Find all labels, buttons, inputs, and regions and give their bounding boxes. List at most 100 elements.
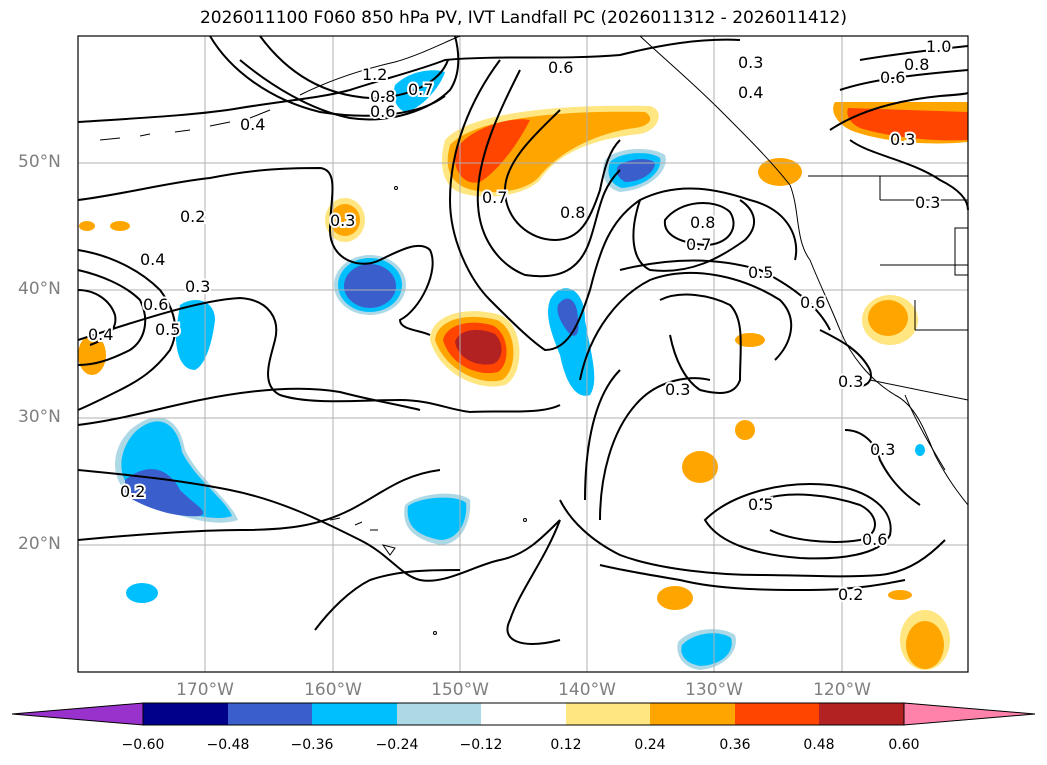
contour-label: 0.7: [482, 188, 507, 207]
colorbar-bin: [312, 703, 397, 725]
contour-label: 0.7: [686, 235, 711, 254]
small-island-3: [523, 518, 527, 522]
lon-label-170w: 170°W: [176, 680, 234, 700]
colorbar-tick: −0.48: [206, 737, 250, 753]
contour-label: 0.4: [738, 83, 763, 102]
colorbar-tick: 0.12: [550, 737, 582, 753]
lon-label-140w: 140°W: [558, 680, 616, 700]
pos-blob-gulf-strong: [454, 119, 530, 183]
colorbar-bin: [143, 703, 228, 725]
contour-label: 0.8: [904, 55, 929, 74]
neg-blob-vertical-strong: [557, 298, 579, 336]
pv-contours: [77, 35, 969, 645]
contour-label: 0.8: [690, 213, 715, 232]
colorbar-bin: [566, 703, 650, 725]
colorbar-tick: −0.60: [121, 737, 165, 753]
baja-coast: [904, 394, 946, 471]
contour-label: 0.3: [330, 211, 355, 230]
us-west-coast: [789, 184, 969, 506]
negative-anomaly-shading: [115, 70, 925, 670]
contour-label: 0.6: [370, 102, 395, 121]
coastlines: [99, 35, 969, 635]
contour-label: 0.3: [838, 372, 863, 391]
contour-label: 0.6: [880, 68, 905, 87]
pos-blob-se-core: [906, 621, 944, 669]
neg-blob-gulf-strong: [616, 159, 655, 182]
contour-label: 0.6: [862, 530, 887, 549]
contour-label: 0.7: [408, 80, 433, 99]
pos-blob-small-2: [735, 420, 755, 440]
colorbar-tick: −0.12: [459, 737, 503, 753]
small-island-1: [394, 186, 398, 190]
contour-label: 0.4: [240, 115, 265, 134]
pos-blob-small-3: [110, 221, 130, 231]
pos-blob-coast-core: [868, 300, 908, 336]
contour-label: 0.3: [870, 440, 895, 459]
pos-blob-small-4: [79, 221, 95, 231]
contour-label: 0.2: [838, 585, 863, 604]
colorbar-bin: [481, 703, 566, 725]
aleutian-islands: [99, 109, 271, 141]
pos-blob-ne-strong: [847, 108, 968, 141]
neg-blob-hawaii-mid: [407, 497, 467, 540]
contour-label: 0.2: [120, 482, 145, 501]
pos-blob-central-max: [455, 329, 502, 365]
lon-label-120w: 120°W: [813, 680, 871, 700]
colorbar-bin: [228, 703, 312, 725]
pos-blob-sw: [682, 451, 718, 483]
colorbar-frame: [142, 702, 905, 726]
lat-label-20n: 20°N: [18, 534, 61, 554]
contour-label: 0.4: [88, 325, 113, 344]
colorbar-bin: [650, 703, 735, 725]
colorbar: [11, 702, 1036, 726]
colorbar-extend-high: [903, 702, 1036, 726]
colorbar-tick: 0.36: [719, 737, 751, 753]
neg-blob-small-1: [126, 583, 158, 603]
contour-label: 0.2: [180, 207, 205, 226]
lon-label-130w: 130°W: [685, 680, 743, 700]
contour-label: 0.5: [155, 320, 180, 339]
contour-label: 0.6: [800, 293, 825, 312]
contour-label: 0.8: [370, 87, 395, 106]
colorbar-tick: −0.36: [290, 737, 334, 753]
small-island-2: [433, 631, 437, 635]
contour-label: 0.3: [665, 380, 690, 399]
contour-labels: 0.6 0.3 0.4 0.4 0.2 0.3 0.4 0.3 0.6 0.5 …: [86, 35, 953, 606]
neg-blob-sw-strong: [125, 469, 204, 517]
colorbar-extend-low: [11, 702, 144, 726]
contour-label: 0.6: [548, 58, 573, 77]
pos-blob-03-core: [330, 204, 360, 236]
contour-label: 0.4: [140, 250, 165, 269]
contour-label: 0.5: [748, 263, 773, 282]
bc-coast: [639, 35, 791, 186]
pos-blob-small-1: [735, 333, 765, 347]
contour-label: 0.3: [185, 277, 210, 296]
contour-label: 0.3: [738, 53, 763, 72]
colorbar-bin: [735, 703, 819, 725]
colorbar-tick: −0.24: [375, 737, 419, 753]
state-borders: [869, 176, 969, 401]
colorbar-tick: 0.24: [634, 737, 666, 753]
lat-label-40n: 40°N: [18, 279, 61, 299]
alaska-coast: [299, 35, 461, 96]
plot-title: 2026011100 F060 850 hPa PV, IVT Landfall…: [199, 8, 847, 28]
contour-label: 0.3: [915, 193, 940, 212]
lon-label-150w: 150°W: [431, 680, 489, 700]
contour-label: 0.6: [143, 295, 168, 314]
colorbar-tick: 0.48: [803, 737, 835, 753]
map-frame: [77, 35, 969, 673]
gridlines: [78, 36, 968, 672]
positive-anomaly-shading: [78, 102, 968, 670]
lat-label-50n: 50°N: [18, 152, 61, 172]
neg-blob-w: [175, 300, 215, 370]
contour-label: 0.3: [890, 130, 915, 149]
neg-blob-40n-strong: [344, 264, 396, 308]
contour-label: 0.8: [560, 203, 585, 222]
contour-label: 1.0: [926, 37, 951, 56]
colorbar-bin: [397, 703, 481, 725]
hawaii-islands: [329, 517, 396, 556]
colorbar-tick: 0.60: [888, 737, 920, 753]
pos-blob-bc: [758, 158, 802, 186]
colorbar-bin: [819, 703, 904, 725]
lon-label-160w: 160°W: [304, 680, 362, 700]
